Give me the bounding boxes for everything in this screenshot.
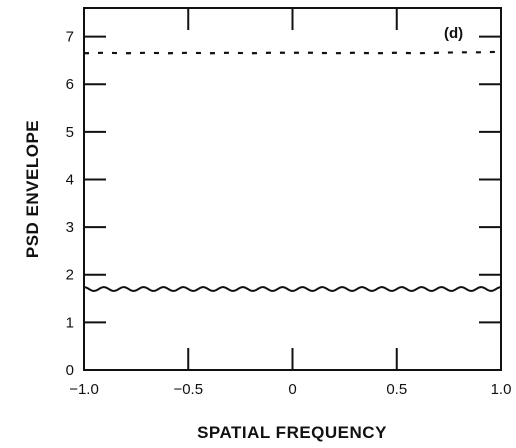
y-tick-label: 7 (66, 29, 74, 46)
x-tick-label: 1.0 (491, 381, 512, 398)
x-tick-label: −0.5 (173, 381, 203, 398)
x-tick-label: 0 (288, 381, 296, 398)
y-tick-label: 6 (66, 76, 74, 93)
panel-label: (d) (444, 25, 463, 42)
series-lines (83, 50, 502, 292)
y-tick-label: 2 (66, 267, 74, 284)
y-tick-label: 5 (66, 124, 74, 141)
axis-tick-labels: −1.0 −0.5 0 0.5 1.0 0 1 2 3 4 5 6 7 (66, 29, 512, 398)
y-axis-title: PSD ENVELOPE (23, 120, 42, 258)
x-tick-label: −1.0 (69, 381, 99, 398)
y-tick-label: 1 (66, 314, 74, 331)
x-axis-title: SPATIAL FREQUENCY (197, 423, 387, 442)
y-tick-label: 0 (66, 362, 74, 379)
y-tick-label: 4 (66, 171, 74, 188)
series-line-solid (83, 286, 502, 292)
plot-frame (83, 7, 502, 371)
axis-ticks (84, 8, 501, 370)
series-line-dashed (83, 50, 502, 55)
x-tick-label: 0.5 (386, 381, 407, 398)
y-tick-label: 3 (66, 219, 74, 236)
